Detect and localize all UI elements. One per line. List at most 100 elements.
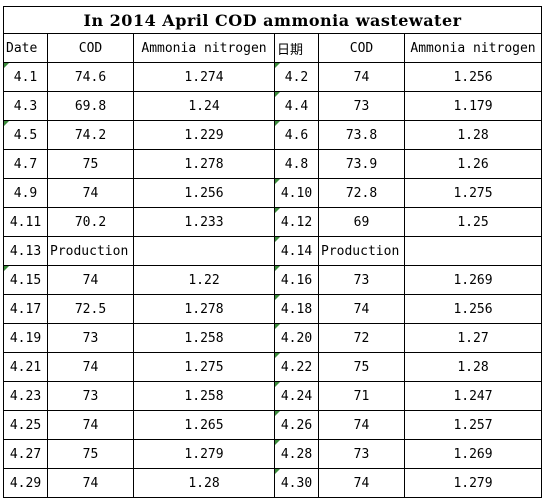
- table-cell[interactable]: 1.229: [133, 120, 275, 150]
- table-cell[interactable]: 4.20: [274, 323, 319, 353]
- table-cell[interactable]: 1.179: [403, 91, 543, 121]
- table-row: 4.13 Production 4.14 Production: [3, 236, 543, 266]
- header-cell[interactable]: Ammonia nitrogen: [133, 33, 275, 63]
- table-cell[interactable]: 1.256: [403, 294, 543, 324]
- header-cell[interactable]: Ammonia nitrogen: [403, 33, 543, 63]
- table-cell[interactable]: 1.256: [133, 178, 275, 208]
- table-cell[interactable]: 72: [318, 323, 405, 353]
- table-cell[interactable]: 1.25: [403, 207, 543, 237]
- table-cell[interactable]: 4.15: [3, 265, 48, 295]
- table-cell[interactable]: 1.258: [133, 323, 275, 353]
- table-cell[interactable]: 1.28: [403, 120, 543, 150]
- table-cell[interactable]: 4.14: [274, 236, 319, 266]
- table-cell[interactable]: 4.11: [3, 207, 48, 237]
- table-cell[interactable]: 73.9: [318, 149, 405, 179]
- table-cell[interactable]: 1.257: [403, 410, 543, 440]
- table-row: 4.19 73 1.258 4.20 72 1.27: [3, 323, 543, 353]
- table-cell[interactable]: 1.269: [403, 265, 543, 295]
- table-cell[interactable]: 4.29: [3, 468, 48, 498]
- table-cell[interactable]: 4.6: [274, 120, 319, 150]
- table-cell[interactable]: Production: [47, 236, 134, 266]
- table-cell[interactable]: 1.28: [403, 352, 543, 382]
- table-cell[interactable]: 4.8: [274, 149, 319, 179]
- table-cell[interactable]: 4.5: [3, 120, 48, 150]
- table-cell[interactable]: 4.3: [3, 91, 48, 121]
- table-cell[interactable]: 74: [47, 468, 134, 498]
- table-cell[interactable]: 1.278: [133, 149, 275, 179]
- table-cell[interactable]: 1.269: [403, 439, 543, 469]
- table-cell[interactable]: 72.8: [318, 178, 405, 208]
- table-cell[interactable]: 1.24: [133, 91, 275, 121]
- table-cell[interactable]: 4.10: [274, 178, 319, 208]
- header-cell[interactable]: COD: [47, 33, 134, 63]
- table-cell[interactable]: 1.258: [133, 381, 275, 411]
- header-cell[interactable]: Date: [3, 33, 48, 63]
- table-cell[interactable]: 4.4: [274, 91, 319, 121]
- table-cell[interactable]: 4.18: [274, 294, 319, 324]
- table-cell[interactable]: 1.233: [133, 207, 275, 237]
- table-cell[interactable]: 4.16: [274, 265, 319, 295]
- table-cell[interactable]: 72.5: [47, 294, 134, 324]
- table-cell[interactable]: 4.24: [274, 381, 319, 411]
- table-cell[interactable]: 69.8: [47, 91, 134, 121]
- header-cell[interactable]: 日期: [274, 33, 319, 63]
- table-cell[interactable]: 4.7: [3, 149, 48, 179]
- table-cell[interactable]: 74: [318, 62, 405, 92]
- table-row: 4.29 74 1.28 4.30 74 1.279: [3, 468, 543, 498]
- table-cell[interactable]: 1.275: [133, 352, 275, 382]
- table-cell[interactable]: 73: [47, 381, 134, 411]
- table-cell[interactable]: 1.275: [403, 178, 543, 208]
- table-cell[interactable]: 74: [318, 468, 405, 498]
- table-cell[interactable]: 71: [318, 381, 405, 411]
- table-cell[interactable]: 4.27: [3, 439, 48, 469]
- table-cell[interactable]: 74: [47, 178, 134, 208]
- table-cell[interactable]: 4.13: [3, 236, 48, 266]
- table-cell[interactable]: 1.247: [403, 381, 543, 411]
- table-cell[interactable]: 74: [318, 294, 405, 324]
- table-cell[interactable]: 4.25: [3, 410, 48, 440]
- table-cell[interactable]: 1.279: [403, 468, 543, 498]
- table-cell[interactable]: [133, 236, 275, 266]
- table-cell[interactable]: 1.22: [133, 265, 275, 295]
- table-cell[interactable]: 74.6: [47, 62, 134, 92]
- table-cell[interactable]: 1.279: [133, 439, 275, 469]
- table-cell[interactable]: 73.8: [318, 120, 405, 150]
- table-cell[interactable]: 4.19: [3, 323, 48, 353]
- table-cell[interactable]: 74: [47, 410, 134, 440]
- table-cell[interactable]: 74: [318, 410, 405, 440]
- table-cell[interactable]: 4.26: [274, 410, 319, 440]
- table-cell[interactable]: 4.1: [3, 62, 48, 92]
- table-cell[interactable]: 4.21: [3, 352, 48, 382]
- header-cell[interactable]: COD: [318, 33, 405, 63]
- table-cell[interactable]: 75: [318, 352, 405, 382]
- table-cell[interactable]: 1.26: [403, 149, 543, 179]
- table-cell[interactable]: 75: [47, 149, 134, 179]
- table-cell[interactable]: 69: [318, 207, 405, 237]
- table-cell[interactable]: 1.28: [133, 468, 275, 498]
- table-cell[interactable]: [403, 236, 543, 266]
- table-cell[interactable]: 1.274: [133, 62, 275, 92]
- table-cell[interactable]: 4.9: [3, 178, 48, 208]
- table-cell[interactable]: 74.2: [47, 120, 134, 150]
- table-cell[interactable]: 1.256: [403, 62, 543, 92]
- table-cell[interactable]: 1.27: [403, 323, 543, 353]
- table-cell[interactable]: 1.265: [133, 410, 275, 440]
- table-cell[interactable]: 74: [47, 265, 134, 295]
- table-cell[interactable]: 4.12: [274, 207, 319, 237]
- table-cell[interactable]: 75: [47, 439, 134, 469]
- table-cell[interactable]: 4.23: [3, 381, 48, 411]
- table-cell[interactable]: Production: [318, 236, 405, 266]
- table-cell[interactable]: 73: [318, 439, 405, 469]
- table-cell[interactable]: 1.278: [133, 294, 275, 324]
- table-cell[interactable]: 4.2: [274, 62, 319, 92]
- table-cell[interactable]: 73: [318, 91, 405, 121]
- table-cell[interactable]: 4.22: [274, 352, 319, 382]
- table-cell[interactable]: 4.17: [3, 294, 48, 324]
- table-cell[interactable]: 74: [47, 352, 134, 382]
- table-cell[interactable]: 4.30: [274, 468, 319, 498]
- table-cell[interactable]: 4.28: [274, 439, 319, 469]
- table-cell[interactable]: 73: [318, 265, 405, 295]
- table-title[interactable]: In 2014 April COD ammonia wastewater: [2, 6, 543, 34]
- table-cell[interactable]: 73: [47, 323, 134, 353]
- table-cell[interactable]: 70.2: [47, 207, 134, 237]
